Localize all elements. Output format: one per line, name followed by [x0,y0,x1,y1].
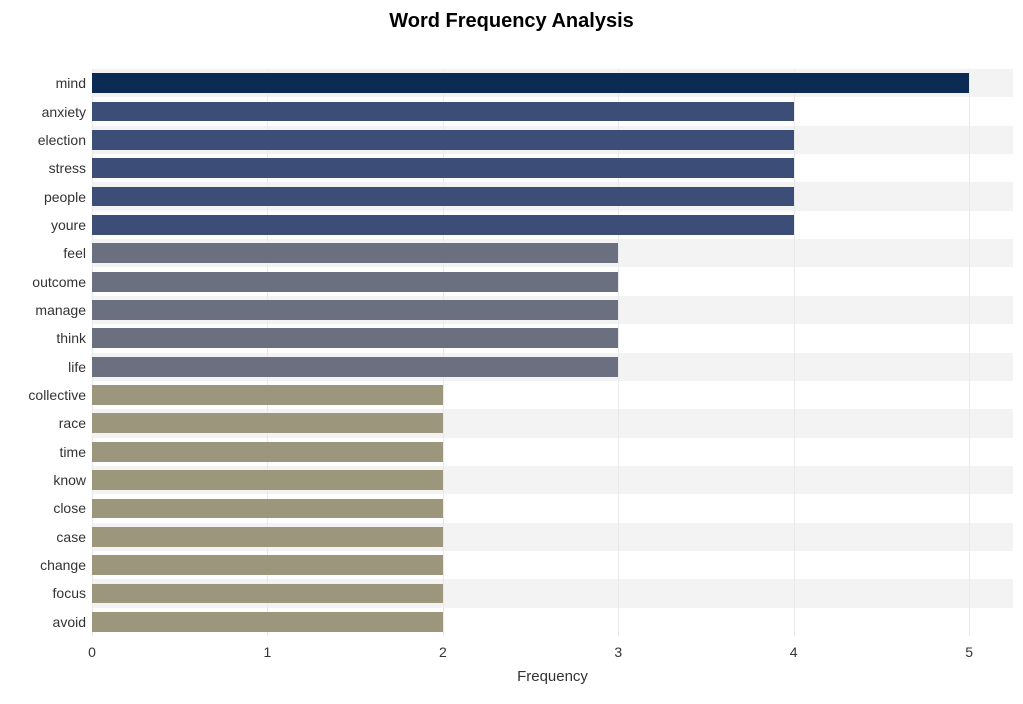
x-tick-label: 0 [88,644,96,660]
y-tick-label: change [40,557,86,573]
bar [92,328,618,348]
y-tick-label: outcome [32,274,86,290]
grid-line [794,69,795,636]
bar [92,215,794,235]
chart-container: Word Frequency Analysis mind anxiety elect… [0,0,1023,701]
bar [92,527,443,547]
x-tick-label: 2 [439,644,447,660]
bar [92,612,443,632]
bar [92,555,443,575]
y-tick-label: mind [56,75,86,91]
x-tick-label: 4 [790,644,798,660]
bar [92,272,618,292]
chart-title: Word Frequency Analysis [10,10,1013,33]
bar [92,243,618,263]
x-tick-label: 5 [965,644,973,660]
y-tick-label: time [60,444,86,460]
y-tick-label: race [59,415,86,431]
y-tick-label: case [56,529,86,545]
y-tick-label: feel [63,245,86,261]
x-axis-ticks: 012345 [92,644,1013,664]
y-tick-label: close [53,500,86,516]
bar [92,470,443,490]
y-tick-label: know [53,472,86,488]
bar [92,357,618,377]
y-axis-labels: mind anxiety election stress people youre feel… [10,69,92,636]
y-tick-label: collective [28,387,86,403]
x-axis-label: Frequency [517,668,588,685]
bar [92,584,443,604]
x-tick-label: 1 [264,644,272,660]
y-tick-label: think [56,330,86,346]
grid-line [267,69,268,636]
plot: mind anxiety election stress people youre feel… [10,59,1013,704]
y-tick-label: focus [53,585,86,601]
grid-line [92,69,93,636]
bar [92,442,443,462]
y-tick-label: youre [51,217,86,233]
bar [92,158,794,178]
bar [92,300,618,320]
grid-line [443,69,444,636]
x-tick-label: 3 [614,644,622,660]
y-tick-label: avoid [53,614,86,630]
bar [92,413,443,433]
bar [92,187,794,207]
grid-line [618,69,619,636]
y-tick-label: manage [35,302,86,318]
bar [92,130,794,150]
bar [92,102,794,122]
bar [92,499,443,519]
y-tick-label: life [68,359,86,375]
y-tick-label: people [44,189,86,205]
bar [92,73,969,93]
grid-line [969,69,970,636]
y-tick-label: election [38,132,86,148]
plot-area [92,69,1013,636]
y-tick-label: stress [49,160,86,176]
y-tick-label: anxiety [42,104,86,120]
bar [92,385,443,405]
